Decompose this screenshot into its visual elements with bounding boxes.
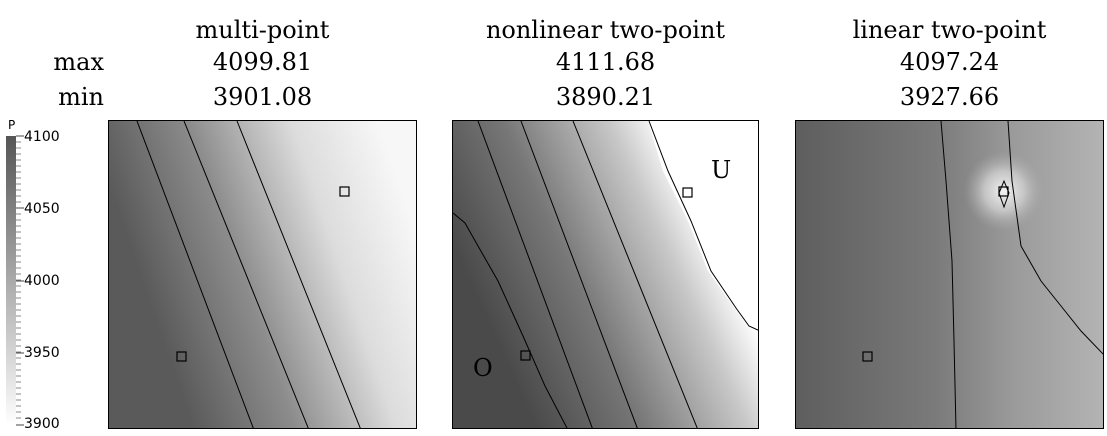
row-label-max: max — [53, 48, 104, 76]
contour-lines — [940, 121, 1103, 428]
colorbar-tick-4000: 4000 — [24, 273, 60, 289]
min-value-linear-two-point: 3927.66 — [899, 83, 1000, 111]
min-value-nonlinear-two-point: 3890.21 — [555, 83, 656, 111]
colorbar-major-ticks — [16, 135, 24, 426]
marker-label-o: O — [473, 354, 493, 382]
pressure-field-linear-two-point — [796, 121, 1103, 428]
colorbar-graphic — [6, 135, 24, 426]
max-value-linear-two-point: 4097.24 — [899, 48, 1000, 76]
max-value-multi-point: 4099.81 — [212, 48, 313, 76]
colorbar-minor-ticks — [16, 141, 21, 419]
colorbar — [4, 118, 84, 432]
colorbar-tick-4050: 4050 — [24, 201, 60, 217]
panel-title-linear-two-point: linear two-point — [852, 16, 1047, 44]
row-label-min: min — [58, 83, 104, 111]
well-marker-lower — [176, 351, 187, 362]
well-marker-upper — [339, 186, 350, 197]
colorbar-title: P — [8, 118, 16, 132]
contour-lines — [453, 121, 758, 428]
pressure-field-nonlinear-two-point: U O — [453, 121, 758, 428]
well-marker-lower — [520, 350, 531, 361]
panel-title-nonlinear-two-point: nonlinear two-point — [485, 16, 726, 44]
field-panel-multi-point — [108, 120, 417, 429]
contour-lines — [136, 121, 361, 428]
marker-label-u: U — [711, 156, 731, 184]
field-panel-linear-two-point — [795, 120, 1104, 429]
field-panel-nonlinear-two-point: U O — [452, 120, 759, 429]
colorbar-gradient — [6, 136, 16, 426]
well-marker-lower — [862, 351, 873, 362]
colorbar-tick-3900: 3900 — [24, 416, 60, 432]
min-value-multi-point: 3901.08 — [212, 83, 313, 111]
well-marker-upper — [998, 186, 1009, 197]
well-marker-upper — [682, 187, 693, 198]
colorbar-tick-4100: 4100 — [24, 129, 60, 145]
max-value-nonlinear-two-point: 4111.68 — [555, 48, 656, 76]
panel-title-multi-point: multi-point — [195, 16, 330, 44]
pressure-field-multi-point — [109, 121, 416, 428]
colorbar-tick-3950: 3950 — [24, 345, 60, 361]
